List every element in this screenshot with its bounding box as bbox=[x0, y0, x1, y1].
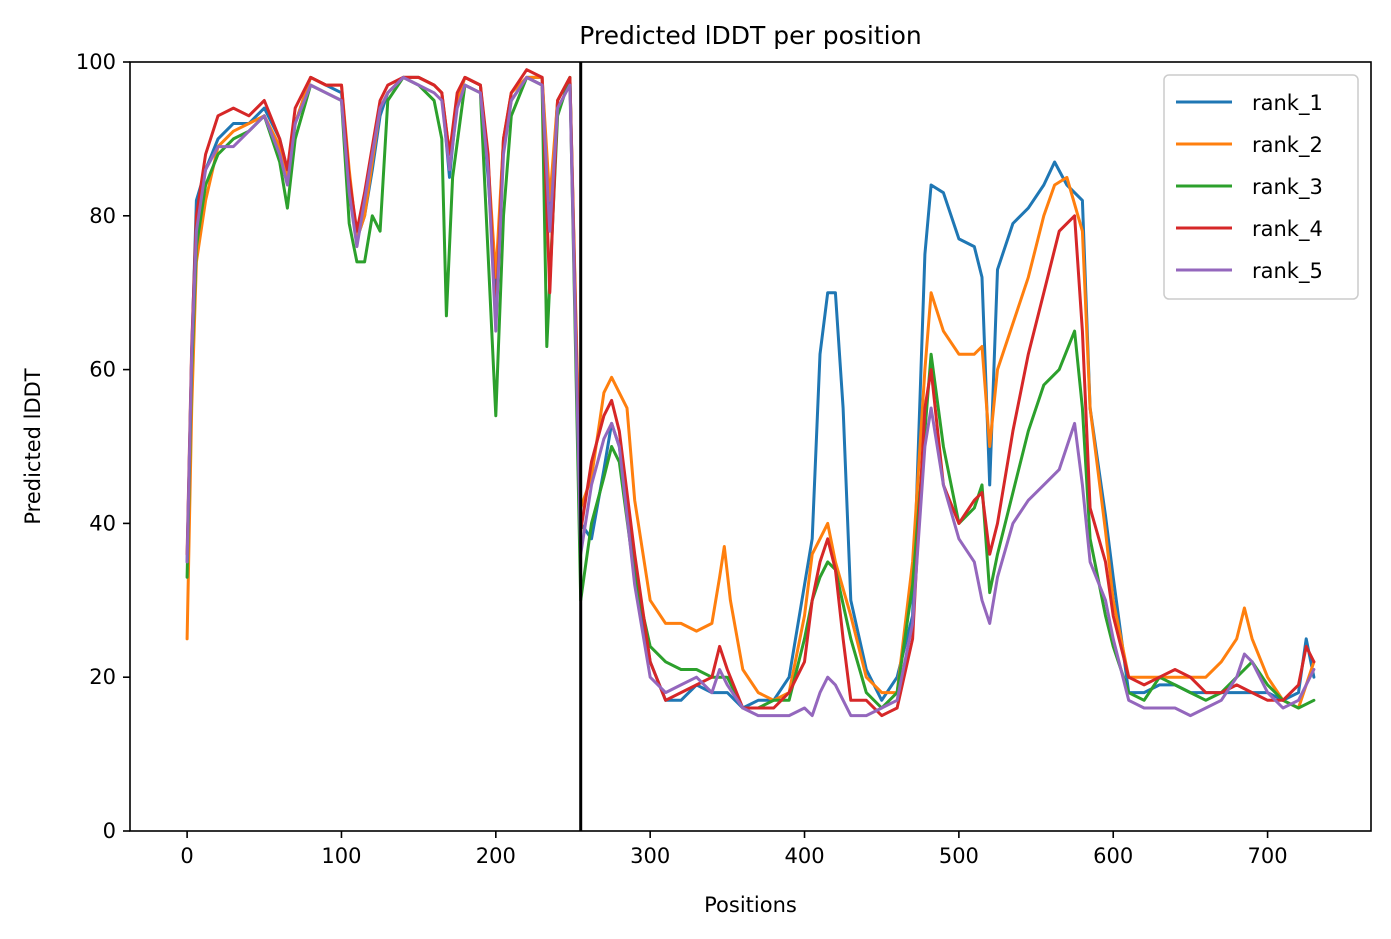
chart-title: Predicted lDDT per position bbox=[579, 21, 921, 50]
legend-label: rank_3 bbox=[1252, 175, 1323, 200]
axes-frame bbox=[129, 61, 1372, 832]
legend-box bbox=[1163, 74, 1359, 300]
series-line-rank-2 bbox=[185, 75, 1316, 710]
series-group bbox=[185, 68, 1316, 718]
x-tick-label: 300 bbox=[630, 844, 670, 868]
x-tick-label: 200 bbox=[476, 844, 516, 868]
x-tick-label: 100 bbox=[321, 844, 361, 868]
y-tick-label: 40 bbox=[89, 511, 116, 535]
x-axis-label: Positions bbox=[704, 893, 797, 917]
series-line-rank-3 bbox=[185, 75, 1316, 710]
x-tick-label: 700 bbox=[1248, 844, 1288, 868]
y-tick-label: 100 bbox=[76, 50, 116, 74]
y-axis-label: Predicted lDDT bbox=[21, 368, 45, 524]
axes: 0 100 200 300 400 500 600 700 0 20 40 60 80 100 bbox=[76, 50, 1372, 868]
series-line-rank-5 bbox=[185, 75, 1316, 718]
legend-label: rank_5 bbox=[1252, 259, 1323, 284]
x-tick-label: 0 bbox=[180, 844, 193, 868]
y-tick-label: 80 bbox=[89, 204, 116, 228]
x-tick-label: 500 bbox=[939, 844, 979, 868]
legend-label: rank_2 bbox=[1252, 133, 1323, 158]
x-tick-label: 400 bbox=[784, 844, 824, 868]
y-tick-label: 0 bbox=[103, 819, 116, 843]
plot-area bbox=[185, 62, 1316, 831]
legend-label: rank_1 bbox=[1252, 91, 1323, 116]
y-tick-label: 20 bbox=[89, 665, 116, 689]
x-tick-label: 600 bbox=[1093, 844, 1133, 868]
legend-label: rank_4 bbox=[1252, 217, 1323, 242]
y-tick-label: 60 bbox=[89, 358, 116, 382]
legend: rank_1 rank_2 rank_3 rank_4 rank_5 bbox=[1163, 74, 1359, 300]
